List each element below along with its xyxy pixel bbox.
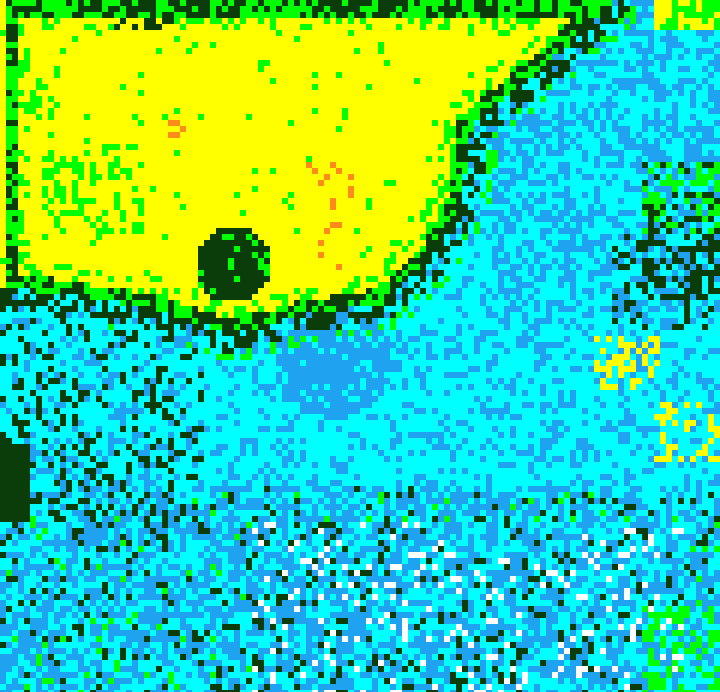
classified-raster-map: [0, 0, 720, 692]
raster-canvas: [0, 0, 720, 692]
